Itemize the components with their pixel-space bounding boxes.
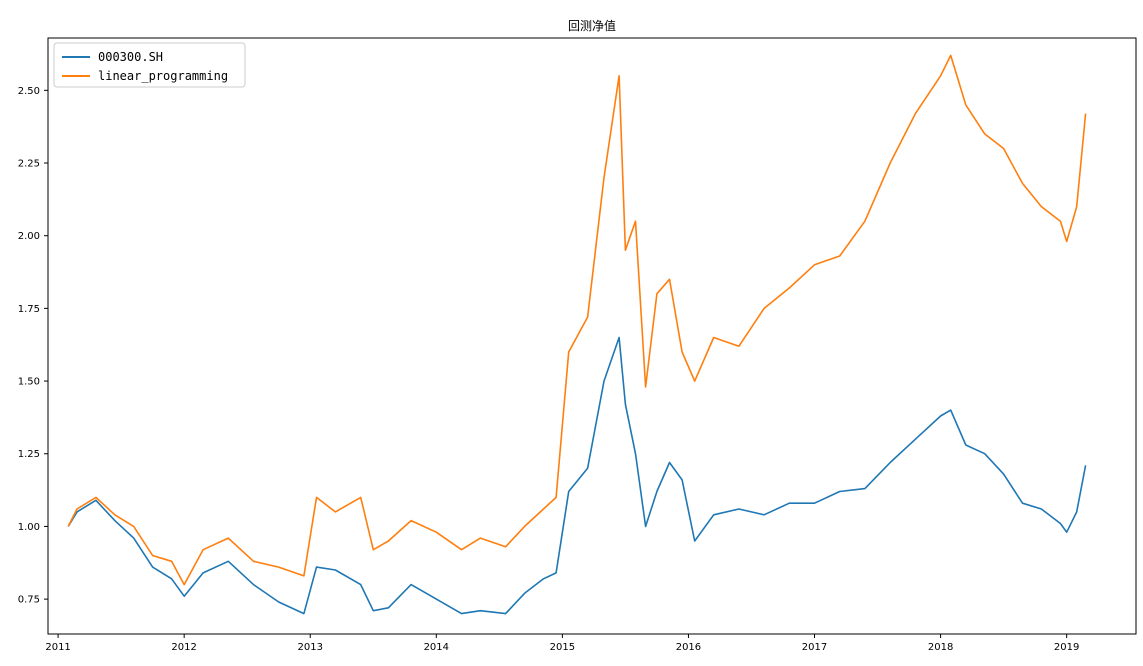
legend-box [53, 42, 246, 88]
y-tick-label: 1.25 [18, 449, 40, 460]
legend-label: 000300.SH [98, 50, 163, 64]
x-axis: 2011 2012 2013 2014 2015 2016 2017 2018 2019 [45, 634, 1079, 653]
legend: 000300.SH linear_programming [53, 42, 246, 88]
x-tick-label: 2019 [1054, 642, 1079, 653]
series-line-0 [67, 336, 1087, 615]
y-tick-label: 2.25 [18, 159, 40, 170]
x-tick-label: 2014 [424, 642, 449, 653]
plot-lines [67, 54, 1087, 615]
y-axis: 0.75 1.00 1.25 1.50 1.75 2.00 2.25 2.50 [18, 86, 48, 606]
chart-title: 回测净值 [568, 18, 616, 33]
x-tick-label: 2011 [45, 642, 70, 653]
x-tick-label: 2016 [676, 642, 701, 653]
series-line-1 [67, 54, 1087, 586]
legend-label: linear_programming [98, 69, 228, 83]
x-tick-label: 2018 [928, 642, 953, 653]
y-tick-label: 2.00 [18, 231, 40, 242]
x-tick-label: 2012 [171, 642, 196, 653]
plot-frame [47, 37, 1137, 635]
x-tick-label: 2013 [298, 642, 323, 653]
y-tick-label: 1.50 [18, 377, 40, 388]
y-tick-label: 1.00 [18, 522, 40, 533]
y-tick-label: 1.75 [18, 304, 40, 315]
y-tick-label: 0.75 [18, 595, 40, 606]
x-tick-label: 2017 [802, 642, 827, 653]
x-tick-label: 2015 [550, 642, 575, 653]
y-tick-label: 2.50 [18, 86, 40, 97]
